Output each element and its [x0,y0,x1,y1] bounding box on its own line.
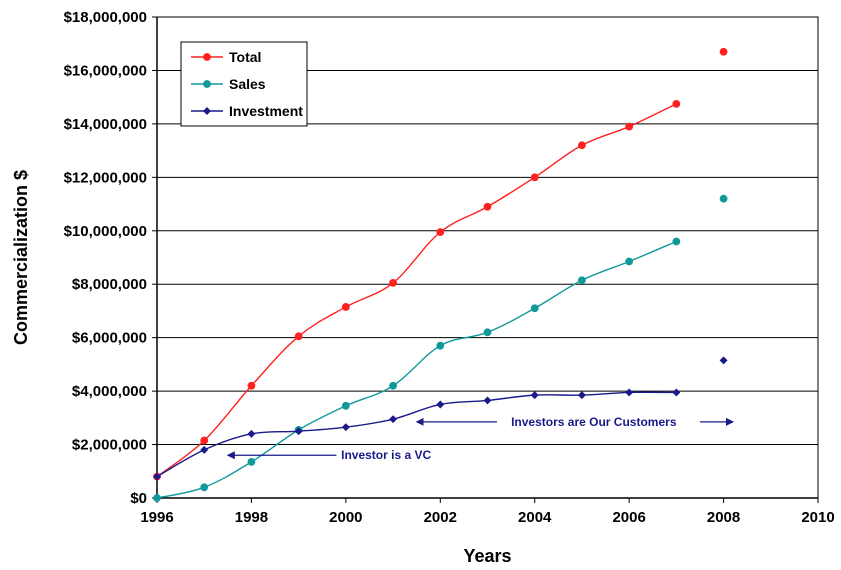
legend-label: Sales [229,76,266,92]
y-tick-label: $14,000,000 [64,116,147,133]
x-tick-label: 2008 [707,509,740,526]
y-tick-label: $0 [130,490,147,507]
data-point-investment [294,427,303,436]
legend-swatch-marker [203,107,211,115]
data-point-total [294,332,303,341]
x-tick-label: 2004 [518,509,552,526]
y-tick-label: $4,000,000 [72,383,147,400]
data-point-total [436,228,445,237]
x-tick-label: 2000 [329,509,362,526]
data-point-total [483,202,492,211]
annotation-label: Investors are Our Customers [511,415,677,429]
data-point-sales [341,401,350,410]
legend-item-investment: Investment [191,103,303,119]
legend-item-total: Total [191,49,261,65]
annotation-investor-is-a-vc: Investor is a VC [226,448,432,462]
data-point-total [200,436,209,445]
data-point-investment [577,391,586,400]
legend-label: Total [229,49,261,65]
y-axis-title: Commercialization $ [11,170,31,345]
y-tick-label: $12,000,000 [64,169,147,186]
y-tick-label: $16,000,000 [64,62,147,79]
annotation-label: Investor is a VC [341,448,431,462]
y-tick-label: $2,000,000 [72,437,147,454]
x-axis-title: Years [463,546,511,566]
series-total [153,47,728,481]
x-tick-label: 2010 [801,509,834,526]
legend-swatch-marker [203,80,211,88]
data-point-total [341,303,350,311]
data-point-investment [436,400,445,409]
data-point-total [672,99,681,108]
data-point-sales [247,458,256,466]
data-point-sales [530,304,539,313]
data-point-sales [625,257,634,266]
data-point-investment [389,415,398,424]
data-point-total [247,381,256,390]
data-point-total [578,141,586,150]
x-tick-label: 1998 [235,509,268,526]
x-tick-label: 2002 [424,509,457,526]
data-point-sales [672,237,681,246]
data-point-investment [672,388,681,397]
legend-label: Investment [229,103,303,119]
series-layer [153,47,728,502]
series-line-investment [156,391,677,478]
projection-point-total [719,47,728,56]
data-point-investment [153,472,161,481]
y-tick-label: $6,000,000 [72,330,147,347]
legend-swatch-marker [203,53,211,61]
data-point-sales [389,381,397,390]
legend-item-sales: Sales [191,76,266,92]
axes [152,16,819,503]
data-point-investment [530,391,539,400]
data-point-total [530,173,539,182]
data-point-sales [483,328,492,337]
series-line-sales [156,240,677,499]
data-point-investment [625,388,634,397]
data-point-sales [200,483,209,492]
data-point-investment [483,396,492,405]
data-point-sales [153,494,161,502]
data-point-sales [578,276,586,285]
series-investment [153,356,728,481]
data-point-total [389,278,397,287]
projection-point-investment [719,356,728,365]
y-tick-label: $18,000,000 [64,9,147,26]
series-sales [153,194,728,502]
x-tick-label: 2006 [612,509,645,526]
x-tick-label: 1996 [140,509,173,526]
data-point-investment [200,445,209,454]
legend: Total Sales Investment [180,41,308,127]
data-point-total [625,122,634,131]
y-tick-label: $8,000,000 [72,276,147,293]
tick-labels: $0 $2,000,000 $4,000,000 $6,000,000 $8,000,0… [64,9,835,526]
data-point-investment [341,423,350,432]
projection-point-sales [719,194,728,203]
annotations: Investor is a VC Investors are Our Custom… [226,415,735,462]
annotation-investors-are-our-customers: Investors are Our Customers [415,415,735,429]
data-point-investment [247,429,256,438]
y-tick-label: $10,000,000 [64,223,147,240]
data-point-sales [436,341,445,350]
